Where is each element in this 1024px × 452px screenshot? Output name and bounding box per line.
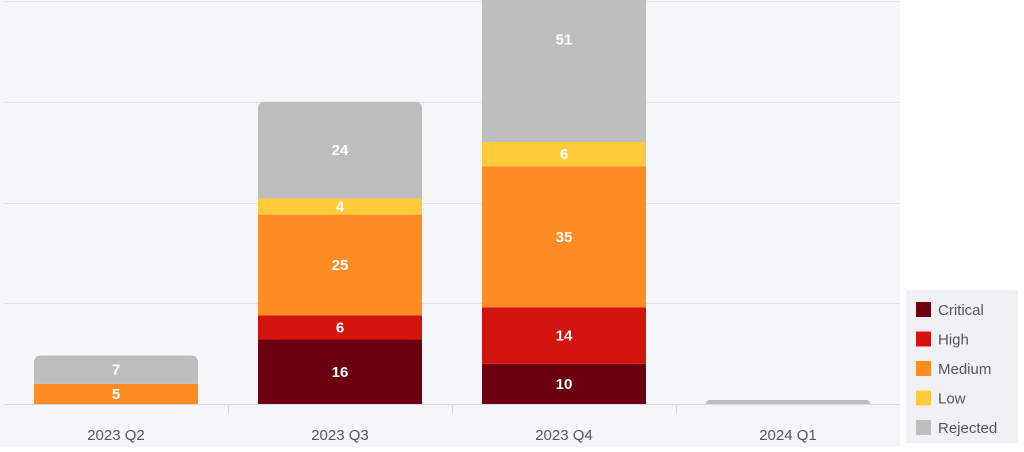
legend-swatch — [916, 361, 931, 376]
legend: Critical High Medium Low Rejected — [916, 302, 997, 437]
data-label: 24 — [332, 142, 349, 159]
data-label: 7 — [112, 362, 120, 379]
legend-label: Rejected — [938, 420, 997, 437]
legend-item-high[interactable]: High — [916, 331, 969, 349]
legend-label: Medium — [938, 361, 991, 378]
data-label: 6 — [560, 146, 568, 163]
bar-segment-rejected[interactable] — [482, 0, 646, 143]
legend-label: Low — [938, 391, 966, 408]
legend-item-critical[interactable]: Critical — [916, 302, 984, 319]
bar-segment-low[interactable] — [258, 198, 422, 215]
bar-segment-medium[interactable] — [482, 166, 646, 308]
legend-item-medium[interactable]: Medium — [916, 361, 991, 378]
legend-label: High — [938, 332, 969, 349]
data-label: 10 — [556, 376, 573, 393]
bar-segment-medium[interactable] — [34, 383, 198, 404]
bar-segment-rejected[interactable] — [258, 101, 422, 199]
legend-swatch — [916, 390, 931, 406]
bar-segment-high[interactable] — [258, 315, 422, 340]
x-tick-label: 2024 Q1 — [759, 427, 817, 444]
bar-segment-rejected[interactable] — [706, 399, 870, 404]
legend-item-rejected[interactable]: Rejected — [916, 420, 997, 437]
legend-label: Critical — [938, 302, 984, 319]
data-label: 51 — [556, 31, 573, 48]
bar-segment-critical[interactable] — [258, 339, 422, 404]
value-labels: 5 7 16 6 25 4 24 10 14 35 6 51 — [112, 31, 573, 403]
data-label: 6 — [336, 319, 344, 336]
x-tick-label: 2023 Q3 — [311, 427, 369, 444]
legend-item-low[interactable]: Low — [916, 390, 966, 408]
legend-swatch — [916, 302, 931, 317]
bar-segment-rejected[interactable] — [34, 355, 198, 384]
data-label: 35 — [556, 229, 573, 246]
data-label: 14 — [556, 327, 573, 344]
data-label: 25 — [332, 257, 349, 274]
bar-segment-critical[interactable] — [482, 363, 646, 404]
bar-segment-medium[interactable] — [258, 214, 422, 316]
bar-segment-low[interactable] — [482, 142, 646, 167]
data-label: 4 — [336, 199, 345, 216]
data-label: 5 — [112, 386, 120, 403]
legend-swatch — [916, 420, 931, 435]
legend-swatch — [916, 331, 931, 347]
x-axis: 2023 Q2 2023 Q3 2023 Q4 2024 Q1 — [87, 404, 817, 444]
bar-segment-high[interactable] — [482, 307, 646, 364]
x-tick-label: 2023 Q2 — [87, 427, 145, 444]
data-label: 16 — [332, 364, 349, 381]
bars — [34, 0, 870, 404]
x-tick-label: 2023 Q4 — [535, 427, 593, 444]
